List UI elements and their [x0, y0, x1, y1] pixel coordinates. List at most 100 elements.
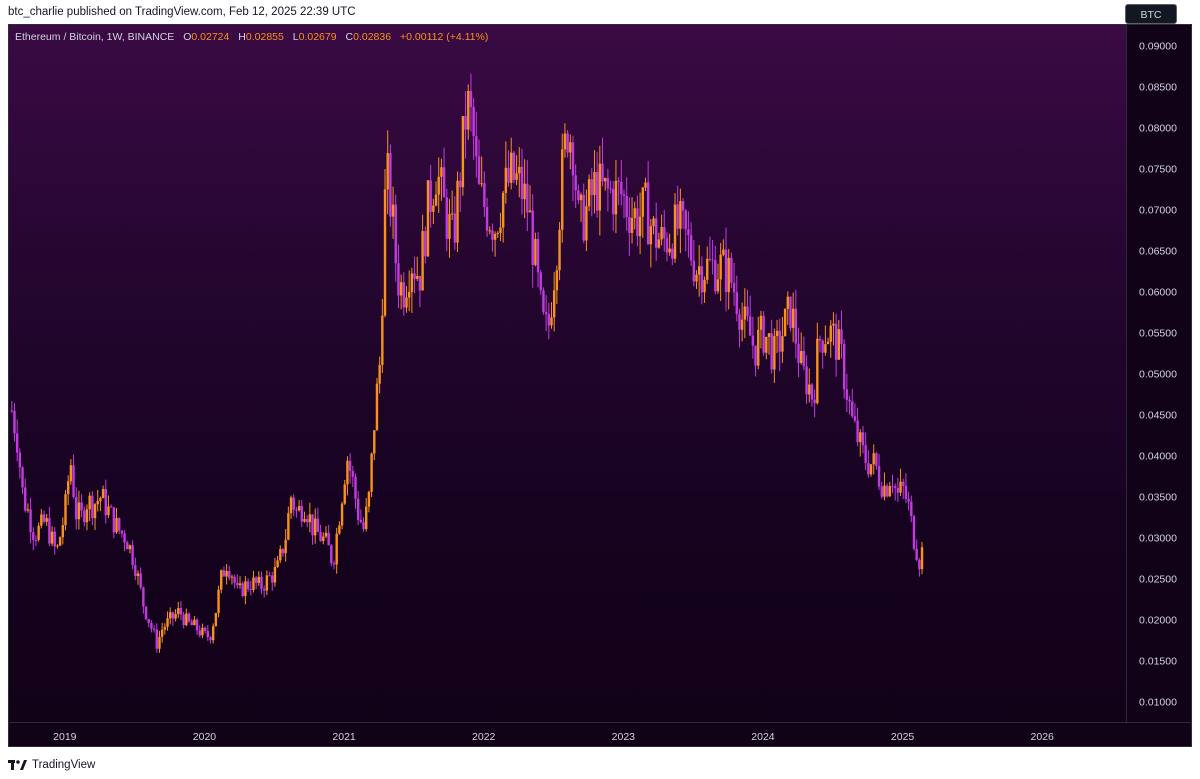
- low-label: L: [292, 31, 299, 43]
- candle-body: [563, 133, 567, 150]
- time-axis[interactable]: 2019 2020 2021 2022 2023 2024 2025 2026: [9, 722, 1191, 746]
- candle-body: [308, 514, 312, 523]
- candle-body: [681, 201, 685, 211]
- candle: [99, 496, 102, 512]
- candle-body: [442, 167, 446, 198]
- candle-body: [612, 188, 615, 215]
- candle: [292, 494, 295, 517]
- candle: [287, 506, 290, 541]
- candle-body: [778, 330, 781, 352]
- candle-body: [695, 274, 698, 282]
- time-tick-label: 2020: [193, 731, 217, 743]
- candle: [539, 270, 542, 295]
- candle: [260, 571, 263, 594]
- candle: [920, 541, 924, 575]
- candle: [322, 532, 325, 545]
- candle: [676, 185, 679, 236]
- candle: [818, 335, 822, 353]
- candle-body: [762, 315, 765, 353]
- candle-body: [603, 178, 607, 182]
- candle: [805, 355, 808, 404]
- candle-body: [346, 460, 349, 485]
- candle: [115, 507, 118, 534]
- candle-body: [719, 254, 722, 280]
- candle-body: [348, 460, 352, 471]
- candle-body: [636, 208, 639, 237]
- candle-body: [112, 507, 116, 533]
- candle: [716, 263, 720, 294]
- candle: [461, 116, 465, 196]
- candlestick-plot: [10, 73, 924, 653]
- candle: [338, 521, 341, 535]
- candle-body: [37, 525, 40, 540]
- candle: [544, 295, 548, 332]
- candle: [279, 545, 282, 563]
- candle: [617, 177, 620, 205]
- candle: [123, 530, 126, 552]
- plot-area[interactable]: Ethereum / Bitcoin, 1W, BINANCE O0.02724…: [9, 25, 1126, 722]
- candle-body: [875, 453, 878, 466]
- candle: [109, 504, 113, 508]
- open-value: 0.02724: [191, 31, 230, 43]
- candle-body: [746, 306, 749, 317]
- candle: [66, 475, 70, 506]
- candle: [477, 139, 481, 185]
- candle-body: [327, 532, 330, 546]
- candle-body: [101, 489, 105, 499]
- candle: [75, 487, 78, 530]
- candle-body: [88, 495, 91, 510]
- candle-body: [859, 432, 862, 443]
- candle-body: [195, 619, 199, 631]
- candle-body: [375, 383, 379, 431]
- candle: [252, 570, 255, 593]
- candle-body: [730, 257, 733, 283]
- candle: [193, 615, 196, 626]
- candle: [595, 151, 599, 218]
- candle: [531, 194, 534, 288]
- candle-body: [802, 351, 806, 367]
- time-tick-label: 2022: [472, 731, 496, 743]
- candle-body: [445, 197, 448, 239]
- candle-body: [303, 519, 306, 522]
- candle: [262, 585, 266, 598]
- price-axis[interactable]: 0.01000 0.01500 0.02000 0.02500 0.03000 0.035…: [1126, 25, 1191, 722]
- candle: [34, 535, 38, 546]
- candle-body: [246, 581, 250, 589]
- candle-body: [464, 116, 467, 130]
- candle: [510, 137, 513, 190]
- candle-body: [418, 275, 422, 291]
- candle: [128, 544, 132, 554]
- candle-body: [432, 205, 435, 212]
- candle-body: [209, 637, 212, 641]
- candle: [445, 188, 448, 252]
- candle: [139, 567, 142, 590]
- candle-body: [907, 498, 910, 502]
- candle-body: [75, 497, 78, 520]
- candle-body: [66, 481, 70, 495]
- currency-badge[interactable]: BTC: [1125, 4, 1177, 24]
- candle: [475, 111, 478, 178]
- candle: [885, 483, 889, 498]
- candle-body: [469, 91, 473, 107]
- candle: [220, 569, 223, 594]
- candle: [555, 265, 559, 305]
- candle-body: [646, 182, 650, 245]
- candle-body: [174, 614, 177, 619]
- candle-body: [885, 485, 889, 497]
- candle: [714, 245, 717, 295]
- candle: [730, 252, 733, 288]
- candle-body: [429, 180, 432, 212]
- candle: [15, 419, 19, 462]
- candle: [493, 231, 497, 257]
- candle: [824, 325, 827, 356]
- candle-body: [144, 606, 148, 620]
- candle: [869, 464, 873, 477]
- candle-body: [622, 194, 626, 196]
- candle: [233, 574, 236, 589]
- candle: [781, 316, 784, 363]
- candle-body: [738, 314, 741, 330]
- candle-body: [853, 416, 857, 421]
- candle-body: [577, 190, 580, 201]
- candle-body: [56, 545, 59, 547]
- candle: [609, 180, 612, 194]
